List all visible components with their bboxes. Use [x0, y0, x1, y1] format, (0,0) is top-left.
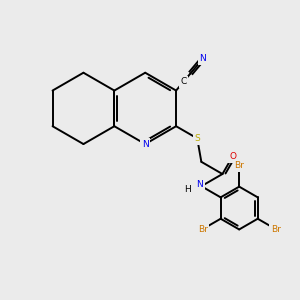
- Text: O: O: [229, 152, 236, 161]
- Text: C: C: [180, 77, 187, 86]
- Text: S: S: [194, 134, 200, 143]
- Text: N: N: [200, 54, 206, 63]
- Text: Br: Br: [271, 225, 281, 234]
- Text: N: N: [142, 140, 148, 148]
- Text: H: H: [184, 185, 191, 194]
- Text: N: N: [196, 180, 203, 189]
- Text: Br: Br: [198, 225, 208, 234]
- Text: Br: Br: [234, 161, 244, 170]
